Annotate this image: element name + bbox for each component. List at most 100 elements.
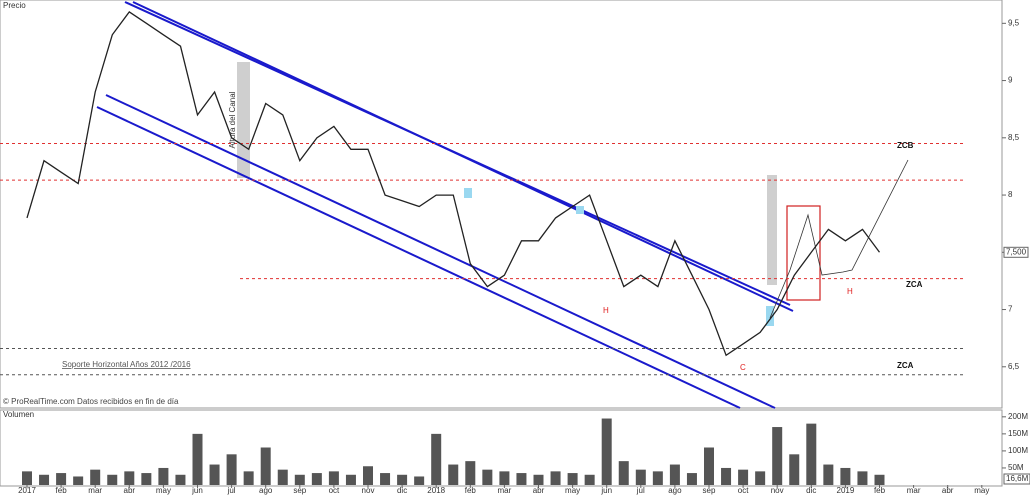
volume-bar [107,474,118,485]
x-tick-label: jul [636,486,645,495]
y-tick-label: 8,5 [1008,133,1020,142]
last-value-box [1003,246,1029,258]
pattern-line [769,159,909,319]
trend-line [105,94,776,409]
volume-bar [482,469,493,485]
annotation: C [740,363,746,372]
annotation: H [847,287,853,296]
annotation: ZCA [906,280,923,289]
volume-bar [806,423,817,485]
y2-tick-label: 150M [1008,429,1028,438]
x-tick-label: dic [397,486,407,495]
pane-label: Volumen [3,410,34,419]
volume-bar [328,471,339,485]
volume-bar [465,461,476,485]
volume-bar [874,474,885,485]
volume-bar [431,433,442,485]
volume-bar [550,471,561,485]
last-value-label: 16,6M [1006,474,1029,483]
y-tick-label: 9 [1008,76,1013,85]
last-value-label: 7,500 [1006,247,1027,256]
volume-bar [397,474,408,485]
volume-bar [652,471,663,485]
marker-box [576,206,584,214]
volume-bar [192,433,203,485]
x-tick-label: 2018 [427,486,445,495]
x-tick-label: oct [329,486,340,495]
x-tick-label: sep [293,486,306,495]
x-tick-label: mar [907,486,921,495]
volume-bar [209,464,220,485]
annotation: Soporte Horizontal Años 2012 /2016 [62,360,191,369]
trend-channel [96,1,794,409]
marker-box [766,306,774,326]
volume-bar [516,473,527,485]
marker-box [464,188,472,198]
x-tick-label: may [974,486,989,495]
x-tick-label: dic [806,486,816,495]
channel-height-bar [767,175,777,285]
annotation: ZCB [897,141,914,150]
trend-line [132,1,794,312]
volume-bar [311,473,322,485]
x-tick-label: abr [942,486,954,495]
x-tick-label: feb [874,486,886,495]
volume-bar [721,467,732,485]
volume-bar [90,469,101,485]
volume-bar [73,476,84,485]
trend-line [96,106,741,409]
volume-bar [345,474,356,485]
volume-bar [39,474,50,485]
price-pane [0,0,1003,409]
volume-bar [533,474,544,485]
x-tick-label: 2019 [837,486,855,495]
volume-bar [704,447,714,485]
price-line [26,11,881,357]
volume-bar [448,464,459,485]
volume-bar [141,473,152,485]
last-value-box [1003,473,1030,485]
volume-bar [22,471,32,485]
y-tick-label: 7 [1008,305,1013,314]
annotation: Altura del Canal [228,91,237,148]
volume-bar [175,474,186,485]
y-tick-label: 6,5 [1008,362,1020,371]
x-tick-label: feb [56,486,68,495]
x-tick-label: nov [362,486,375,495]
x-tick-label: may [565,486,580,495]
volume-bar [567,473,578,485]
x-tick-label: sep [703,486,716,495]
volume-bar [294,474,305,485]
x-tick-label: abr [124,486,136,495]
volume-bar [823,464,834,485]
volume-bar [380,473,391,485]
channel-height-bar [237,62,250,178]
volume-bar [789,454,800,485]
y2-tick-label: 100M [1008,446,1028,455]
volume-bar [635,469,646,485]
volume-bar [226,454,237,485]
x-tick-label: jun [191,486,203,495]
volume-bar [277,469,288,485]
volume-bar [618,461,629,485]
x-tick-label: jul [227,486,236,495]
volume-bar [772,427,783,485]
x-tick-label: may [156,486,171,495]
y-tick-label: 9,5 [1008,18,1020,27]
pane-label: Precio [3,1,26,10]
x-tick-label: abr [533,486,545,495]
volume-bar [414,476,425,485]
volume-bar [56,473,67,485]
x-tick-label: feb [465,486,477,495]
x-tick-label: 2017 [18,486,36,495]
x-tick-label: nov [771,486,784,495]
y-tick-label: 8 [1008,190,1013,199]
annotation: © ProRealTime.com Datos recibidos en fin… [3,397,179,406]
x-tick-label: oct [738,486,749,495]
volume-bar [499,471,510,485]
x-tick-label: mar [498,486,512,495]
volume-bar [857,471,868,485]
volume-bar [124,471,135,485]
y2-tick-label: 50M [1008,463,1024,472]
